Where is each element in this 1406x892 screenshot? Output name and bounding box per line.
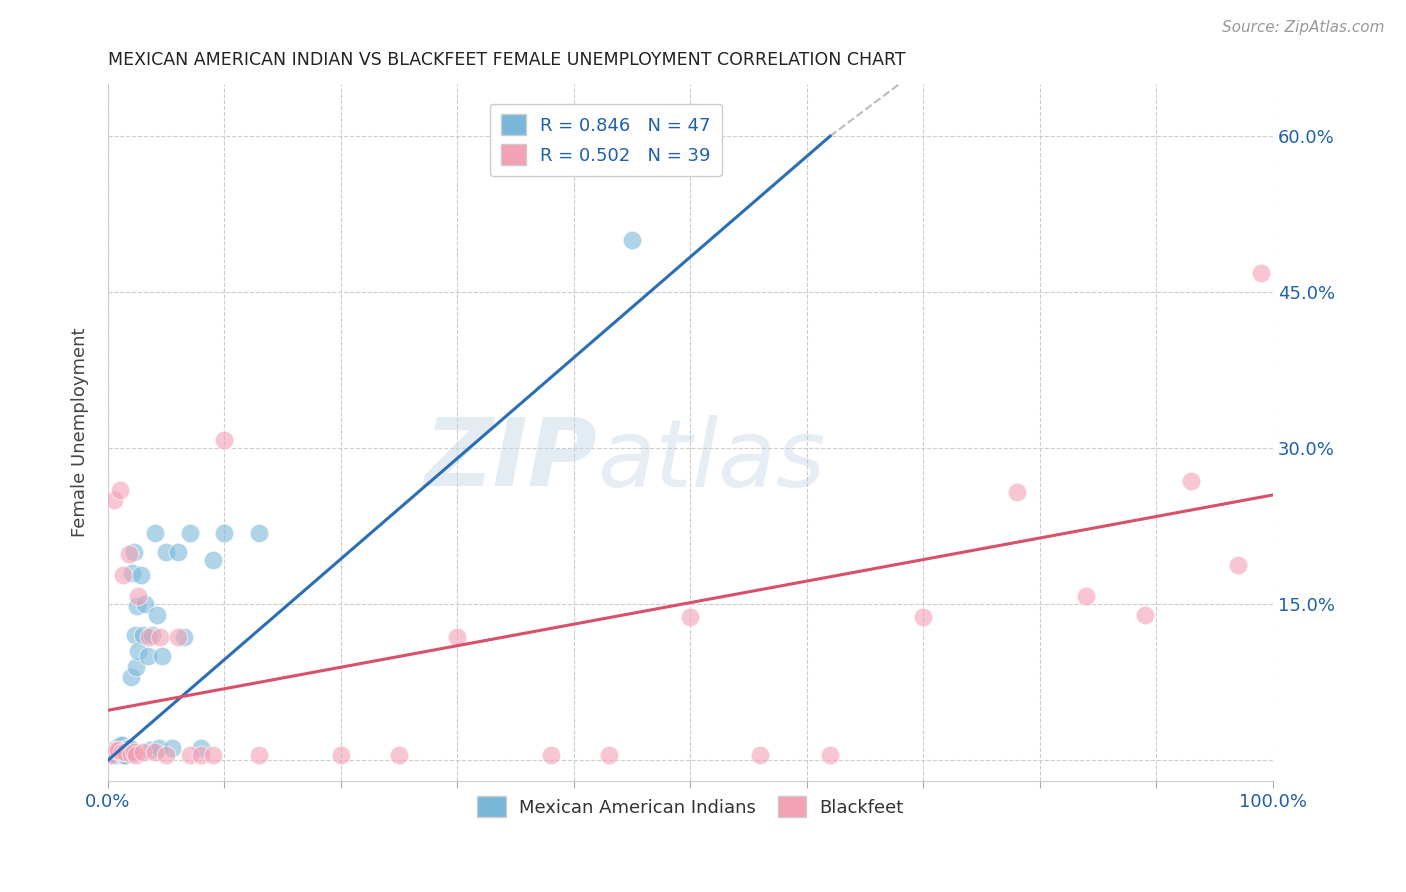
Point bbox=[112, 743, 135, 757]
Point bbox=[329, 747, 352, 762]
Point bbox=[120, 747, 142, 761]
Point bbox=[132, 628, 155, 642]
Point bbox=[115, 740, 138, 755]
Point bbox=[108, 745, 131, 759]
Point bbox=[167, 631, 190, 645]
Point bbox=[388, 747, 411, 762]
Point bbox=[249, 526, 271, 541]
Point bbox=[173, 631, 195, 645]
Point bbox=[1133, 607, 1156, 622]
Point bbox=[122, 545, 145, 559]
Point bbox=[540, 747, 562, 762]
Point bbox=[214, 526, 236, 541]
Point bbox=[190, 740, 212, 755]
Point bbox=[167, 545, 190, 559]
Point bbox=[105, 740, 128, 755]
Point bbox=[108, 738, 131, 752]
Point bbox=[107, 743, 129, 757]
Point bbox=[679, 609, 702, 624]
Point bbox=[120, 740, 142, 755]
Point bbox=[1180, 475, 1202, 489]
Point bbox=[190, 747, 212, 762]
Point bbox=[103, 743, 125, 757]
Point bbox=[214, 433, 236, 447]
Point bbox=[104, 747, 127, 762]
Point bbox=[114, 745, 136, 759]
Point bbox=[100, 747, 122, 762]
Point bbox=[136, 649, 159, 664]
Text: atlas: atlas bbox=[598, 415, 825, 506]
Point bbox=[1076, 589, 1098, 603]
Point bbox=[127, 644, 149, 658]
Point bbox=[621, 233, 644, 247]
Point bbox=[1250, 267, 1272, 281]
Point bbox=[598, 747, 620, 762]
Point bbox=[150, 649, 173, 664]
Point bbox=[127, 599, 149, 614]
Point bbox=[143, 526, 166, 541]
Point bbox=[127, 589, 149, 603]
Point bbox=[118, 745, 141, 759]
Point bbox=[1226, 558, 1249, 572]
Text: Source: ZipAtlas.com: Source: ZipAtlas.com bbox=[1222, 20, 1385, 35]
Point bbox=[132, 745, 155, 759]
Point bbox=[118, 547, 141, 561]
Point bbox=[146, 607, 169, 622]
Legend: Mexican American Indians, Blackfeet: Mexican American Indians, Blackfeet bbox=[470, 789, 911, 824]
Point bbox=[124, 628, 146, 642]
Point bbox=[179, 526, 201, 541]
Point bbox=[114, 747, 136, 762]
Point bbox=[112, 568, 135, 582]
Point bbox=[1005, 484, 1028, 499]
Point bbox=[101, 747, 124, 762]
Point bbox=[155, 545, 177, 559]
Point bbox=[160, 740, 183, 755]
Point bbox=[111, 738, 134, 752]
Point bbox=[100, 745, 122, 759]
Point bbox=[114, 743, 136, 757]
Point bbox=[138, 631, 160, 645]
Point bbox=[149, 631, 172, 645]
Y-axis label: Female Unemployment: Female Unemployment bbox=[72, 327, 89, 537]
Point bbox=[103, 493, 125, 508]
Point bbox=[105, 743, 128, 757]
Text: MEXICAN AMERICAN INDIAN VS BLACKFEET FEMALE UNEMPLOYMENT CORRELATION CHART: MEXICAN AMERICAN INDIAN VS BLACKFEET FEM… bbox=[108, 51, 905, 69]
Point bbox=[120, 670, 142, 684]
Point bbox=[129, 568, 152, 582]
Text: ZIP: ZIP bbox=[425, 415, 598, 507]
Point bbox=[912, 609, 935, 624]
Point bbox=[111, 745, 134, 759]
Point bbox=[107, 743, 129, 757]
Point bbox=[111, 747, 134, 762]
Point bbox=[134, 597, 156, 611]
Point bbox=[201, 553, 224, 567]
Point bbox=[249, 747, 271, 762]
Point bbox=[141, 628, 163, 642]
Point bbox=[148, 740, 170, 755]
Point bbox=[143, 745, 166, 759]
Point bbox=[121, 566, 143, 580]
Point bbox=[155, 747, 177, 762]
Point bbox=[117, 743, 139, 757]
Point bbox=[749, 747, 772, 762]
Point bbox=[125, 659, 148, 673]
Point bbox=[110, 743, 132, 757]
Point bbox=[122, 745, 145, 759]
Point bbox=[446, 631, 468, 645]
Point bbox=[108, 483, 131, 497]
Point bbox=[139, 743, 162, 757]
Point bbox=[105, 747, 128, 762]
Point bbox=[201, 747, 224, 762]
Point bbox=[818, 747, 841, 762]
Point bbox=[125, 747, 148, 762]
Point bbox=[112, 747, 135, 762]
Point bbox=[179, 747, 201, 762]
